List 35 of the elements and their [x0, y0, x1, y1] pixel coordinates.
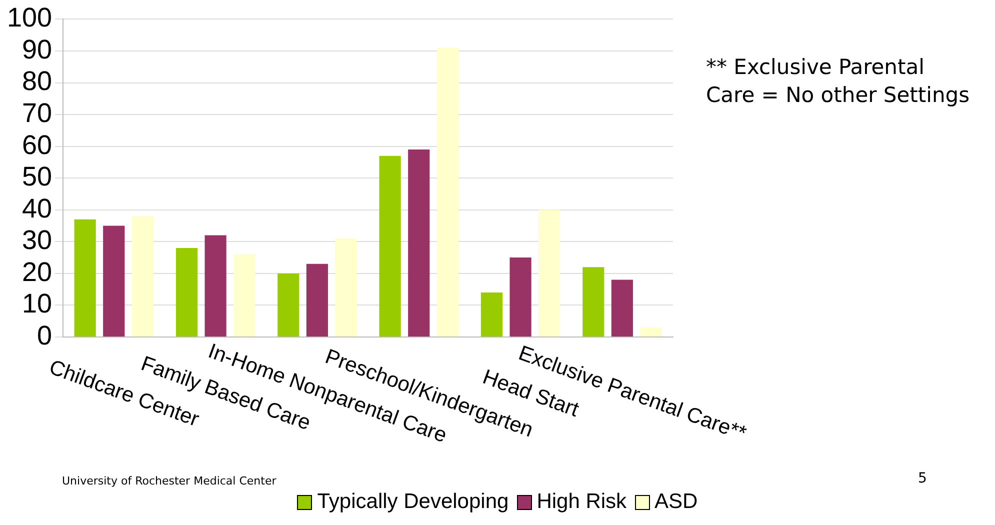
bar: [132, 216, 154, 336]
bar: [103, 226, 125, 336]
bar: [234, 254, 256, 336]
y-tick-label: 100: [6, 2, 52, 33]
text: ** Exclusive Parental Care = No other Settings: [706, 54, 970, 107]
text: 5: [918, 470, 927, 487]
y-tick-label: 90: [22, 34, 52, 64]
bar: [335, 238, 357, 336]
y-tick-label: 80: [22, 66, 52, 96]
legend-label: High Risk: [536, 490, 627, 514]
y-tick-label: 10: [22, 288, 52, 319]
y-tick-label: 20: [22, 256, 52, 287]
bar: [436, 48, 458, 336]
bar: [611, 280, 633, 336]
bar: [204, 235, 226, 336]
y-tick-label: 0: [37, 320, 52, 350]
bar: [582, 267, 604, 336]
bar: [510, 258, 532, 336]
text: University of Rochester Medical Center: [62, 474, 277, 488]
bar: [379, 156, 401, 336]
bar: [538, 210, 560, 336]
bar: [74, 219, 96, 336]
legend-label: Typically Developing: [317, 490, 509, 514]
legend-label: ASD: [654, 490, 698, 514]
bar: [480, 292, 503, 336]
y-tick-label: 50: [22, 162, 52, 192]
bar: [176, 248, 198, 336]
bar: [640, 327, 662, 336]
y-tick-label: 40: [22, 193, 52, 224]
bar: [408, 150, 430, 336]
y-tick-label: 60: [22, 130, 52, 160]
bar: [306, 264, 328, 336]
y-tick-label: 70: [22, 98, 52, 128]
bar: [278, 273, 300, 336]
y-tick-label: 30: [22, 225, 52, 256]
